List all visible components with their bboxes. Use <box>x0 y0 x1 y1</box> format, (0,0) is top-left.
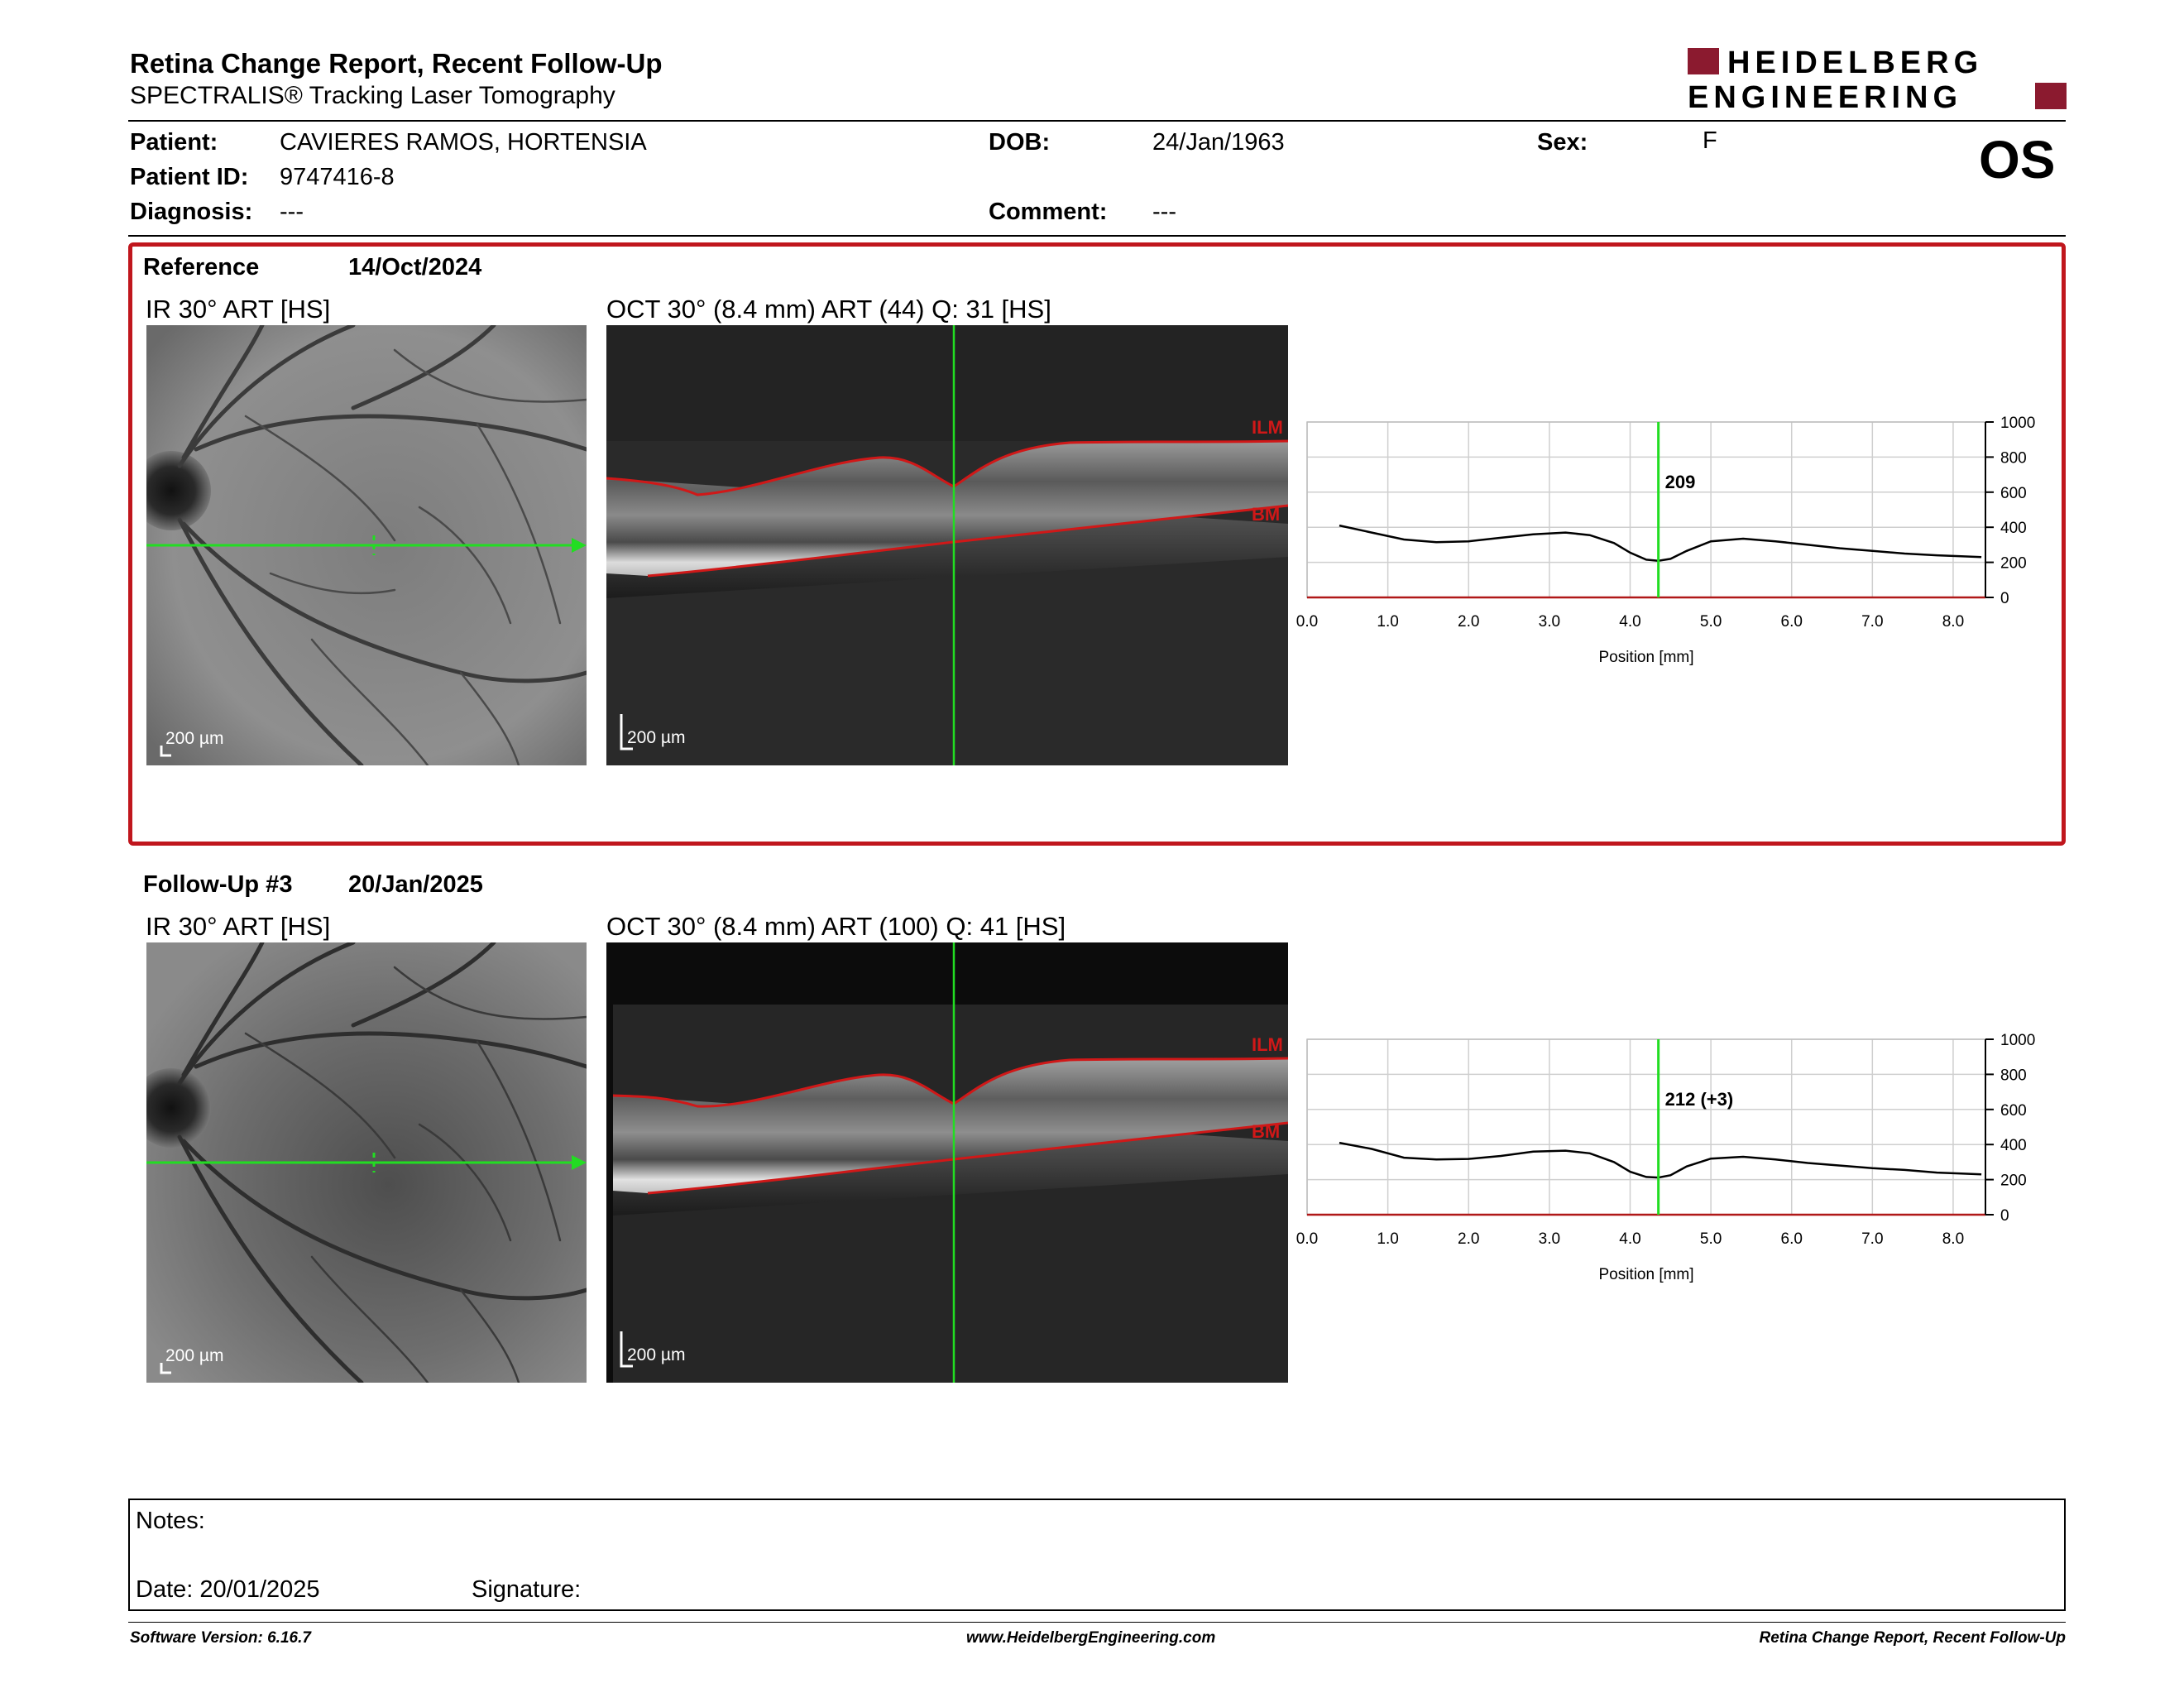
followup-thickness-chart: 0 200 400 600 800 1000 0.0 1.0 2.0 3.0 4.0 5.0 6.0 7.… <box>1296 1032 2035 1283</box>
eye-indicator: OS <box>1979 130 2056 189</box>
dob-value: 24/Jan/1963 <box>1152 129 1285 156</box>
signature-label: Signature: <box>472 1576 582 1603</box>
x-tick-label: 7.0 <box>1861 613 1883 631</box>
followup-oct-bscan <box>606 942 1288 1383</box>
followup-oct-title: OCT 30° (8.4 mm) ART (100) Q: 41 [HS] <box>606 912 1066 941</box>
reference-highlight-box <box>128 242 2066 846</box>
followup-date: 20/Jan/2025 <box>348 871 483 898</box>
followup-ilm-label: ILM <box>1252 1034 1283 1055</box>
x-axis-label: Position [mm] <box>1598 1266 1693 1283</box>
sex-label: Sex: <box>1537 129 1588 156</box>
x-tick-label: 3.0 <box>1539 613 1560 631</box>
x-tick-label: 7.0 <box>1861 1230 1883 1248</box>
diagnosis-value: --- <box>280 199 304 225</box>
logo-line-2: ENGINEERING <box>1688 80 1963 115</box>
reference-thickness-chart: 0 200 400 600 800 1000 0.0 1.0 2.0 3.0 4.0 5.0 6.0 7.… <box>1296 415 2035 666</box>
x-tick-label: 1.0 <box>1377 1230 1398 1248</box>
website-link[interactable]: www.HeidelbergEngineering.com <box>966 1629 1216 1647</box>
marker-value-label: 209 <box>1665 472 1696 492</box>
patient-id: 9747416-8 <box>280 164 395 190</box>
comment-label: Comment: <box>989 199 1108 225</box>
followup-label: Follow-Up #3 <box>143 871 293 898</box>
x-tick-label: 4.0 <box>1619 613 1640 631</box>
x-tick-label: 5.0 <box>1700 613 1722 631</box>
x-tick-label: 1.0 <box>1377 613 1398 631</box>
x-tick-label: 8.0 <box>1942 613 1964 631</box>
x-tick-label: 2.0 <box>1458 613 1479 631</box>
y-tick-label: 1000 <box>2000 1032 2035 1049</box>
followup-oct-scale: 200 µm <box>627 1345 686 1364</box>
footer-rule <box>128 1622 2066 1623</box>
footer-report-name: Retina Change Report, Recent Follow-Up <box>1759 1629 2066 1647</box>
y-tick-label: 0 <box>2000 1207 2009 1225</box>
diagnosis-label: Diagnosis: <box>130 199 253 225</box>
followup-ir-scale: 200 µm <box>165 1346 224 1365</box>
y-tick-label: 400 <box>2000 1137 2027 1154</box>
y-tick-label: 400 <box>2000 520 2027 537</box>
report-subtitle: SPECTRALIS® Tracking Laser Tomography <box>130 82 615 109</box>
reference-ilm-label: ILM <box>1252 417 1283 438</box>
y-tick-label: 0 <box>2000 590 2009 607</box>
patient-name: CAVIERES RAMOS, HORTENSIA <box>280 129 647 156</box>
marker-value-label: 212 (+3) <box>1665 1089 1734 1110</box>
y-tick-label: 800 <box>2000 1067 2027 1084</box>
x-tick-label: 6.0 <box>1781 613 1803 631</box>
notes-label: Notes: <box>136 1508 205 1534</box>
plot-frame <box>1306 421 1986 598</box>
followup-bm-label: BM <box>1252 1121 1281 1142</box>
notes-date: Date: 20/01/2025 <box>136 1576 320 1603</box>
reference-date: 14/Oct/2024 <box>348 254 482 281</box>
x-tick-label: 4.0 <box>1619 1230 1640 1248</box>
y-tick-label: 1000 <box>2000 415 2035 432</box>
x-tick-label: 2.0 <box>1458 1230 1479 1248</box>
patient-id-label: Patient ID: <box>130 164 249 190</box>
comment-value: --- <box>1152 199 1176 225</box>
y-tick-label: 200 <box>2000 555 2027 573</box>
x-tick-label: 6.0 <box>1781 1230 1803 1248</box>
reference-ir-title: IR 30° ART [HS] <box>146 295 331 324</box>
x-tick-label: 5.0 <box>1700 1230 1722 1248</box>
followup-ir-fundus-image <box>146 942 587 1383</box>
y-tick-label: 800 <box>2000 449 2027 467</box>
x-tick-label: 0.0 <box>1296 1230 1318 1248</box>
sex-value: F <box>1703 127 1717 154</box>
thickness-series-line <box>1339 524 1982 562</box>
y-tick-label: 200 <box>2000 1172 2027 1190</box>
reference-bm-label: BM <box>1252 504 1281 525</box>
y-tick-label: 600 <box>2000 1102 2027 1120</box>
y-tick-label: 600 <box>2000 485 2027 502</box>
patient-label: Patient: <box>130 129 218 156</box>
report-title: Retina Change Report, Recent Follow-Up <box>130 48 663 79</box>
x-axis-label: Position [mm] <box>1598 649 1693 666</box>
patient-rule <box>128 235 2066 237</box>
dob-label: DOB: <box>989 129 1051 156</box>
plot-frame <box>1306 1038 1986 1216</box>
x-tick-label: 8.0 <box>1942 1230 1964 1248</box>
software-version: Software Version: 6.16.7 <box>130 1629 311 1647</box>
followup-ir-title: IR 30° ART [HS] <box>146 912 331 941</box>
reference-oct-bscan <box>606 325 1288 765</box>
notes-box[interactable] <box>128 1499 2066 1611</box>
x-tick-label: 3.0 <box>1539 1230 1560 1248</box>
reference-ir-fundus-image <box>146 325 587 765</box>
thickness-series-line <box>1339 1141 1982 1179</box>
reference-oct-scale: 200 µm <box>627 728 686 747</box>
reference-label: Reference <box>143 254 260 281</box>
reference-ir-scale: 200 µm <box>165 729 224 748</box>
reference-oct-title: OCT 30° (8.4 mm) ART (44) Q: 31 [HS] <box>606 295 1051 324</box>
logo-line-1: HEIDELBERG <box>1727 46 1984 80</box>
header-rule <box>128 120 2066 122</box>
x-tick-label: 0.0 <box>1296 613 1318 631</box>
heidelberg-logo: HEIDELBERG ENGINEERING <box>1688 46 2068 116</box>
